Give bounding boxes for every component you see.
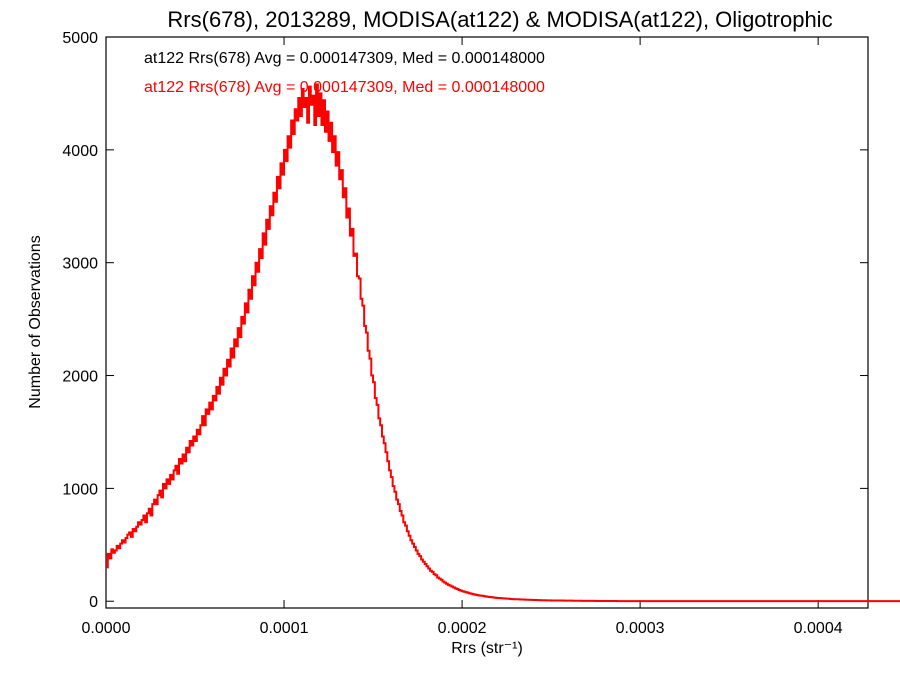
x-axis-label: Rrs (str⁻¹) xyxy=(451,640,523,657)
histogram-series xyxy=(106,83,900,603)
x-tick-label: 0.0002 xyxy=(438,620,487,637)
x-tick-label: 0.0001 xyxy=(260,620,309,637)
y-tick-label: 5000 xyxy=(62,30,98,47)
x-axis-ticks: 0.0000 0.0001 0.0002 0.0003 0.0004 xyxy=(82,37,843,637)
chart-title: Rrs(678), 2013289, MODISA(at122) & MODIS… xyxy=(167,7,832,32)
legend-entry-black: at122 Rrs(678) Avg = 0.000147309, Med = … xyxy=(144,50,545,67)
x-tick-label: 0.0000 xyxy=(82,620,131,637)
legend-entry-red: at122 Rrs(678) Avg = 0.000147309, Med = … xyxy=(144,79,545,96)
x-tick-label: 0.0004 xyxy=(794,620,843,637)
y-tick-label: 2000 xyxy=(62,369,98,386)
y-tick-label: 4000 xyxy=(62,143,98,160)
y-axis-label: Number of Observations xyxy=(27,235,44,408)
y-tick-label: 3000 xyxy=(62,256,98,273)
y-axis-ticks: 0 1000 2000 3000 4000 5000 xyxy=(62,30,868,611)
y-tick-label: 1000 xyxy=(62,481,98,498)
plot-frame xyxy=(105,36,869,609)
y-tick-label: 0 xyxy=(89,594,98,611)
x-tick-label: 0.0003 xyxy=(616,620,665,637)
